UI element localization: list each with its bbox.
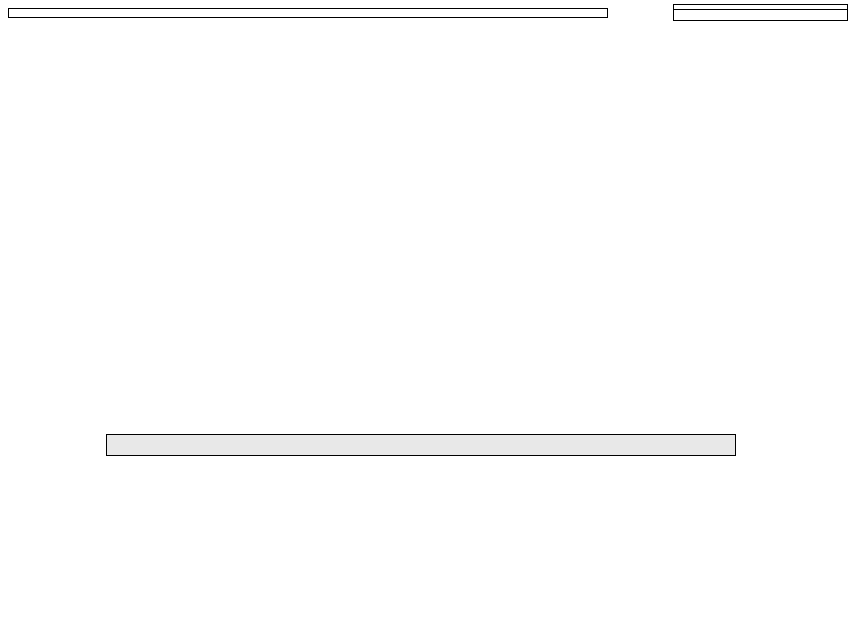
- colorbar-canvas: [0, 0, 300, 150]
- stats-box: [673, 4, 848, 21]
- colorbar: [0, 0, 300, 150]
- fit-legend: [106, 434, 736, 456]
- stats-row: [674, 18, 847, 20]
- legend-row: [113, 445, 729, 451]
- legend-swatch: [113, 441, 173, 443]
- legend-swatch: [113, 447, 173, 449]
